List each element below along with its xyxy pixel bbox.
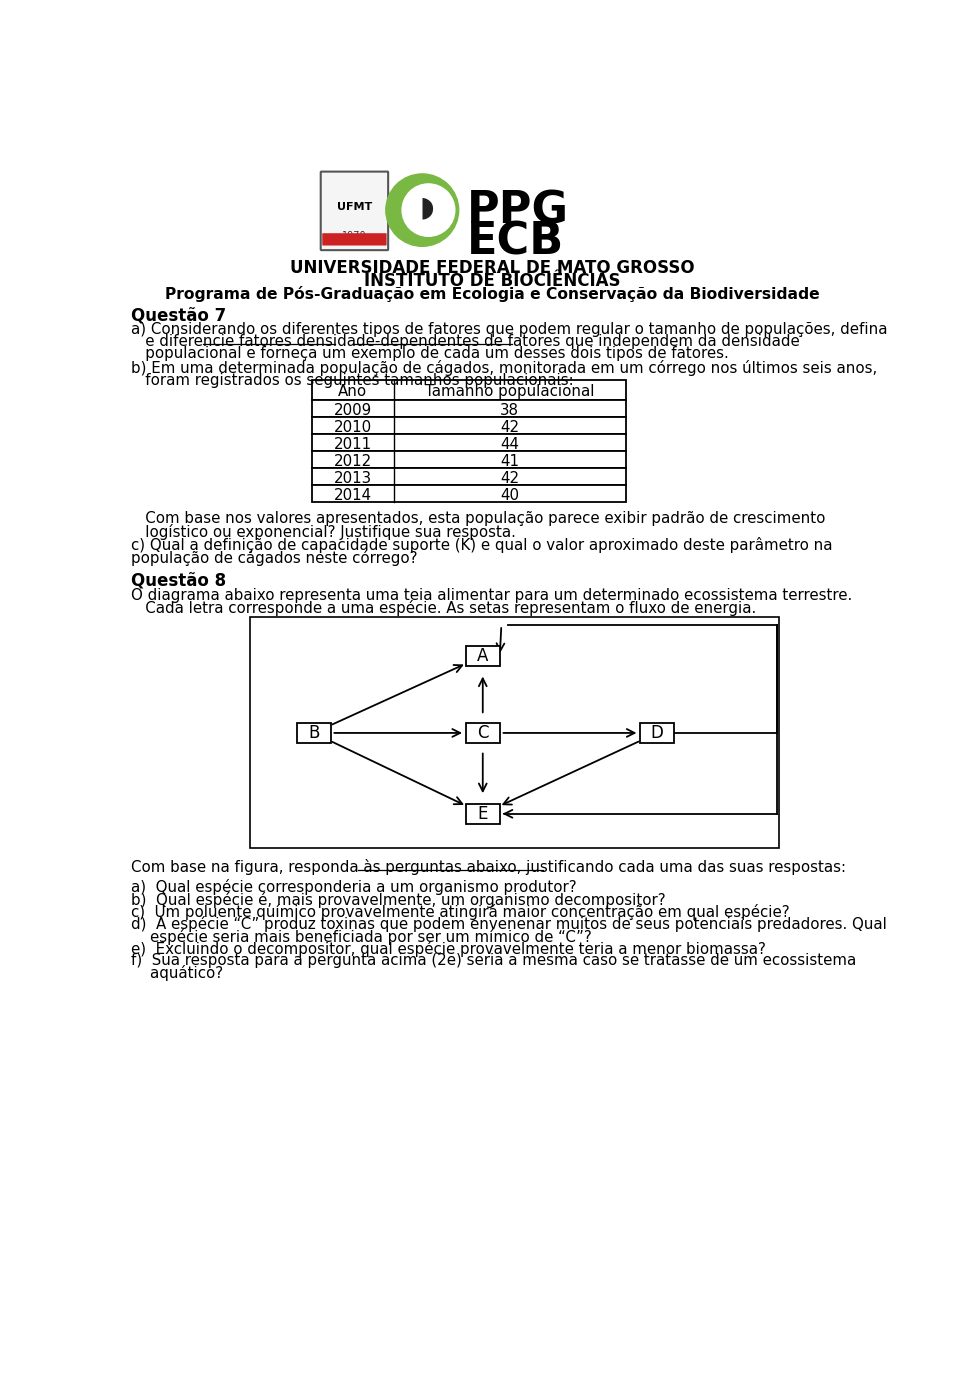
Text: 2014: 2014 — [334, 488, 372, 503]
Bar — [466, 723, 500, 742]
Text: Questão 7: Questão 7 — [131, 306, 227, 324]
Text: PPG: PPG — [467, 189, 568, 232]
Text: d)  A espécie “C” produz toxinas que podem envenenar muitos de seus potenciais p: d) A espécie “C” produz toxinas que pode… — [131, 916, 887, 932]
Bar — [640, 723, 674, 742]
Text: 2011: 2011 — [334, 438, 372, 453]
Text: 40: 40 — [500, 488, 519, 503]
Text: e diferencie fatores densidade-dependentes de fatores que independem da densidad: e diferencie fatores densidade-dependent… — [131, 334, 800, 350]
Bar — [312, 468, 626, 485]
Text: espécie seria mais beneficiada por ser um mímico de “C”?: espécie seria mais beneficiada por ser u… — [131, 928, 591, 945]
Text: C: C — [477, 724, 489, 742]
Text: D: D — [651, 724, 663, 742]
Text: 38: 38 — [500, 404, 519, 418]
Text: Cada letra corresponde a uma espécie. As setas representam o fluxo de energia.: Cada letra corresponde a uma espécie. As… — [131, 601, 756, 617]
Text: b)  Qual espécie é, mais provavelmente, um organismo decompositor?: b) Qual espécie é, mais provavelmente, u… — [131, 892, 665, 907]
Text: logístico ou exponencial? Justifique sua resposta.: logístico ou exponencial? Justifique sua… — [131, 523, 516, 540]
Text: Com base nos valores apresentados, esta população parece exibir padrão de cresci: Com base nos valores apresentados, esta … — [131, 512, 826, 526]
Text: a) Considerando os diferentes tipos de fatores que podem regular o tamanho de po: a) Considerando os diferentes tipos de f… — [131, 322, 887, 337]
Text: UNIVERSIDADE FEDERAL DE MATO GROSSO: UNIVERSIDADE FEDERAL DE MATO GROSSO — [290, 259, 694, 277]
Bar — [297, 723, 330, 742]
Text: E: E — [477, 805, 488, 823]
Bar — [312, 485, 626, 502]
Text: Com base na figura, responda às perguntas abaixo, justificando cada uma das suas: Com base na figura, responda às pergunta… — [131, 860, 846, 875]
Text: a)  Qual espécie corresponderia a um organismo produtor?: a) Qual espécie corresponderia a um orga… — [131, 879, 576, 895]
Text: 41: 41 — [500, 454, 519, 470]
Text: A: A — [477, 647, 489, 665]
Bar — [251, 618, 779, 849]
Text: população de cágados neste córrego?: população de cágados neste córrego? — [131, 549, 418, 566]
Text: UFMT: UFMT — [337, 203, 372, 212]
Bar — [312, 417, 626, 435]
Text: Questão 8: Questão 8 — [131, 572, 226, 589]
Bar — [466, 804, 500, 823]
Text: c)  Um poluente químico provavelmente atingirá maior concentração em qual espéci: c) Um poluente químico provavelmente ati… — [131, 905, 789, 920]
Text: Programa de Pós-Graduação em Ecologia e Conservação da Biodiversidade: Programa de Pós-Graduação em Ecologia e … — [165, 287, 819, 302]
Text: 42: 42 — [500, 471, 519, 487]
Bar — [312, 380, 626, 400]
Text: 2009: 2009 — [334, 404, 372, 418]
Circle shape — [402, 185, 455, 236]
Bar — [312, 400, 626, 417]
Text: 2013: 2013 — [334, 471, 372, 487]
Text: aquático?: aquático? — [131, 966, 223, 981]
Text: ◗: ◗ — [420, 193, 434, 221]
Bar — [312, 435, 626, 452]
Text: f)  Sua resposta para a pergunta acima (2e) seria a mesma caso se tratasse de um: f) Sua resposta para a pergunta acima (2… — [131, 953, 856, 969]
Text: foram registrados os seguintes tamanhos populacionais:: foram registrados os seguintes tamanhos … — [131, 373, 573, 387]
Text: c) Qual a definição de capacidade suporte (K) e qual o valor aproximado deste pa: c) Qual a definição de capacidade suport… — [131, 537, 832, 554]
Text: populacional e forneça um exemplo de cada um desses dois tipos de fatores.: populacional e forneça um exemplo de cad… — [131, 347, 729, 362]
Text: 2012: 2012 — [334, 454, 372, 470]
Text: O diagrama abaixo representa uma teia alimentar para um determinado ecossistema : O diagrama abaixo representa uma teia al… — [131, 589, 852, 603]
Text: INSTITUTO DE BIOCIÊNCIAS: INSTITUTO DE BIOCIÊNCIAS — [364, 273, 620, 291]
Circle shape — [386, 173, 459, 246]
Text: B: B — [308, 724, 320, 742]
Text: ECB: ECB — [467, 219, 564, 263]
FancyBboxPatch shape — [323, 233, 387, 246]
FancyBboxPatch shape — [321, 172, 388, 250]
Text: 44: 44 — [500, 438, 519, 453]
Text: 1970: 1970 — [342, 231, 367, 240]
Bar — [312, 452, 626, 468]
Text: b) Em uma determinada população de cágados, monitorada em um córrego nos últimos: b) Em uma determinada população de cágad… — [131, 361, 877, 376]
Bar — [466, 646, 500, 665]
Text: Tamanho populacional: Tamanho populacional — [425, 384, 594, 400]
Text: 2010: 2010 — [334, 421, 372, 435]
Text: e)  Excluindo o decompositor, qual espécie provavelmente teria a menor biomassa?: e) Excluindo o decompositor, qual espéci… — [131, 941, 766, 956]
Text: 42: 42 — [500, 421, 519, 435]
Text: Ano: Ano — [338, 384, 368, 400]
